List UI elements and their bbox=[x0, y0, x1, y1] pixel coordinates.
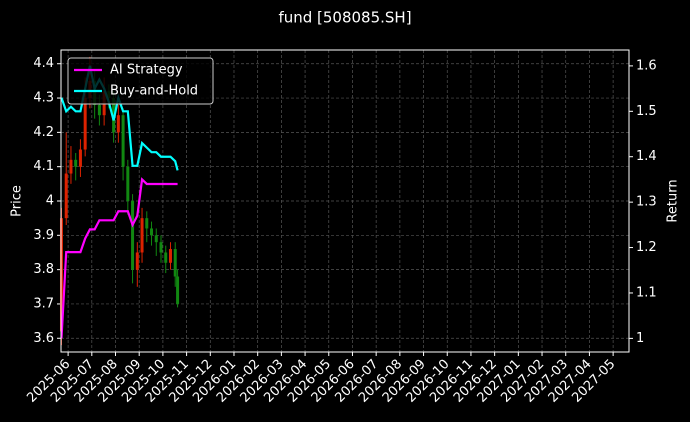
y-tick-label: 4.4 bbox=[33, 56, 54, 71]
y2-tick-label: 1.3 bbox=[636, 195, 657, 210]
series-line bbox=[60, 177, 178, 339]
chart-title: fund [508085.SH] bbox=[278, 9, 411, 27]
y2-tick-label: 1.1 bbox=[636, 285, 657, 300]
y-tick-label: 3.9 bbox=[33, 228, 54, 243]
candle-body bbox=[145, 218, 149, 229]
y2-tick-label: 1 bbox=[636, 331, 644, 346]
candle-body bbox=[64, 173, 68, 219]
y-tick-label: 3.7 bbox=[33, 296, 54, 311]
candle-body bbox=[69, 159, 73, 174]
legend-label: AI Strategy bbox=[110, 63, 183, 78]
y-tick-label: 4.2 bbox=[33, 125, 54, 140]
y2-tick-label: 1.4 bbox=[636, 149, 657, 164]
candle-body bbox=[83, 98, 87, 150]
candle-body bbox=[168, 249, 172, 263]
candle-body bbox=[78, 149, 82, 167]
y2-tick-label: 1.6 bbox=[636, 58, 657, 73]
y-tick-label: 3.6 bbox=[33, 331, 54, 346]
candle-body bbox=[135, 252, 139, 270]
y2-tick-label: 1.5 bbox=[636, 104, 657, 119]
candle-body bbox=[176, 276, 180, 304]
legend-box bbox=[67, 57, 214, 105]
candle-body bbox=[173, 249, 177, 277]
candle-body bbox=[154, 235, 158, 243]
candle-body bbox=[150, 228, 154, 236]
candle-body bbox=[140, 218, 144, 253]
candle-body bbox=[159, 242, 163, 253]
candle-body bbox=[131, 201, 135, 270]
y-tick-label: 4.3 bbox=[33, 91, 54, 106]
candle-body bbox=[74, 159, 78, 167]
candle-body bbox=[97, 104, 101, 116]
y2-tick-label: 1.2 bbox=[636, 240, 657, 255]
y-tick-label: 3.8 bbox=[33, 262, 54, 277]
y-axis-label: Price bbox=[10, 185, 25, 217]
candle-body bbox=[126, 166, 130, 201]
plot-frame bbox=[60, 49, 630, 353]
y-tick-label: 4.1 bbox=[33, 159, 54, 174]
legend-label: Buy-and-Hold bbox=[110, 84, 198, 99]
candle-body bbox=[164, 252, 168, 263]
y2-axis-label: Return bbox=[666, 179, 681, 222]
candle-body bbox=[121, 115, 125, 167]
y-tick-label: 4 bbox=[46, 194, 54, 209]
candle-body bbox=[116, 115, 120, 133]
